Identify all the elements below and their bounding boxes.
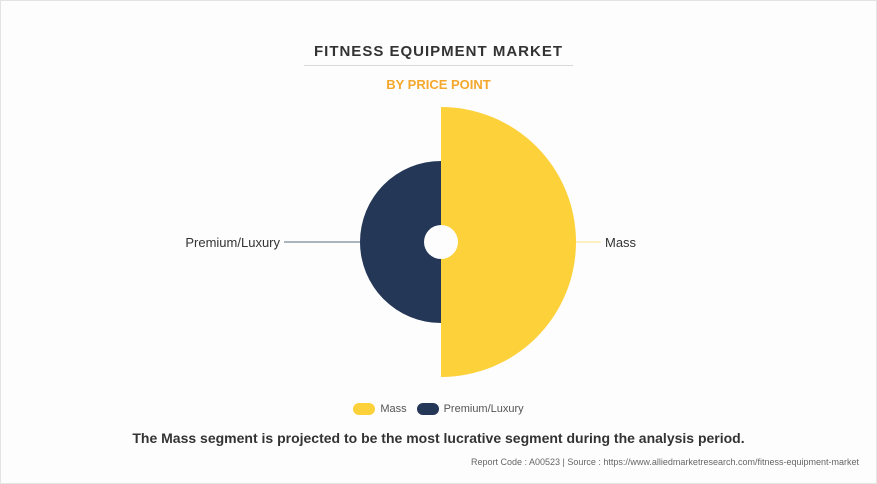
legend: Mass Premium/Luxury xyxy=(0,403,877,415)
legend-item-premium[interactable]: Premium/Luxury xyxy=(416,403,524,415)
legend-swatch-premium xyxy=(416,403,439,415)
legend-item-mass[interactable]: Mass xyxy=(353,403,407,415)
legend-label-premium: Premium/Luxury xyxy=(443,403,524,415)
report-footer: Report Code : A00523 | Source : https://… xyxy=(470,457,859,467)
legend-label-mass: Mass xyxy=(380,403,407,415)
data-label-premium: Premium/Luxury xyxy=(185,235,280,250)
pie-slice-premium[interactable] xyxy=(360,161,441,323)
legend-swatch-mass xyxy=(353,403,376,415)
chart-caption: The Mass segment is projected to be the … xyxy=(132,430,745,446)
data-label-mass: Mass xyxy=(605,235,637,250)
title-divider xyxy=(304,65,573,66)
chart-title: FITNESS EQUIPMENT MARKET xyxy=(313,43,563,60)
chart-subtitle: BY PRICE POINT xyxy=(386,77,491,92)
pie-slice-mass[interactable] xyxy=(441,107,576,377)
